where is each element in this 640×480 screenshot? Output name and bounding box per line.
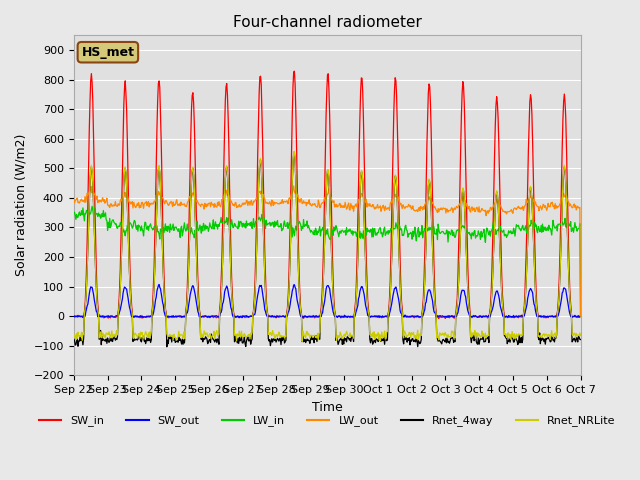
Y-axis label: Solar radiation (W/m2): Solar radiation (W/m2) (15, 134, 28, 276)
Text: HS_met: HS_met (81, 46, 134, 59)
X-axis label: Time: Time (312, 400, 342, 413)
Legend: SW_in, SW_out, LW_in, LW_out, Rnet_4way, Rnet_NRLite: SW_in, SW_out, LW_in, LW_out, Rnet_4way,… (35, 411, 620, 431)
Title: Four-channel radiometer: Four-channel radiometer (233, 15, 422, 30)
